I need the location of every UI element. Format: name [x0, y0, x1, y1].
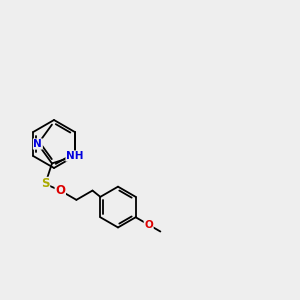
Text: O: O [55, 184, 65, 197]
Text: N: N [34, 139, 42, 149]
Text: O: O [144, 220, 153, 230]
Text: S: S [41, 178, 50, 190]
Text: NH: NH [66, 151, 83, 161]
